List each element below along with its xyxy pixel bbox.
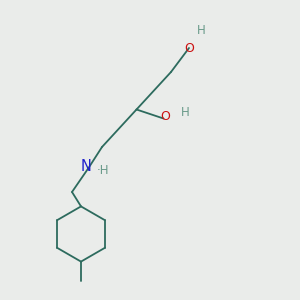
- Text: H: H: [181, 106, 190, 119]
- Text: H: H: [196, 23, 206, 37]
- Text: N: N: [81, 159, 92, 174]
- Text: O: O: [160, 110, 170, 124]
- Text: O: O: [184, 41, 194, 55]
- Text: ·H: ·H: [97, 164, 109, 177]
